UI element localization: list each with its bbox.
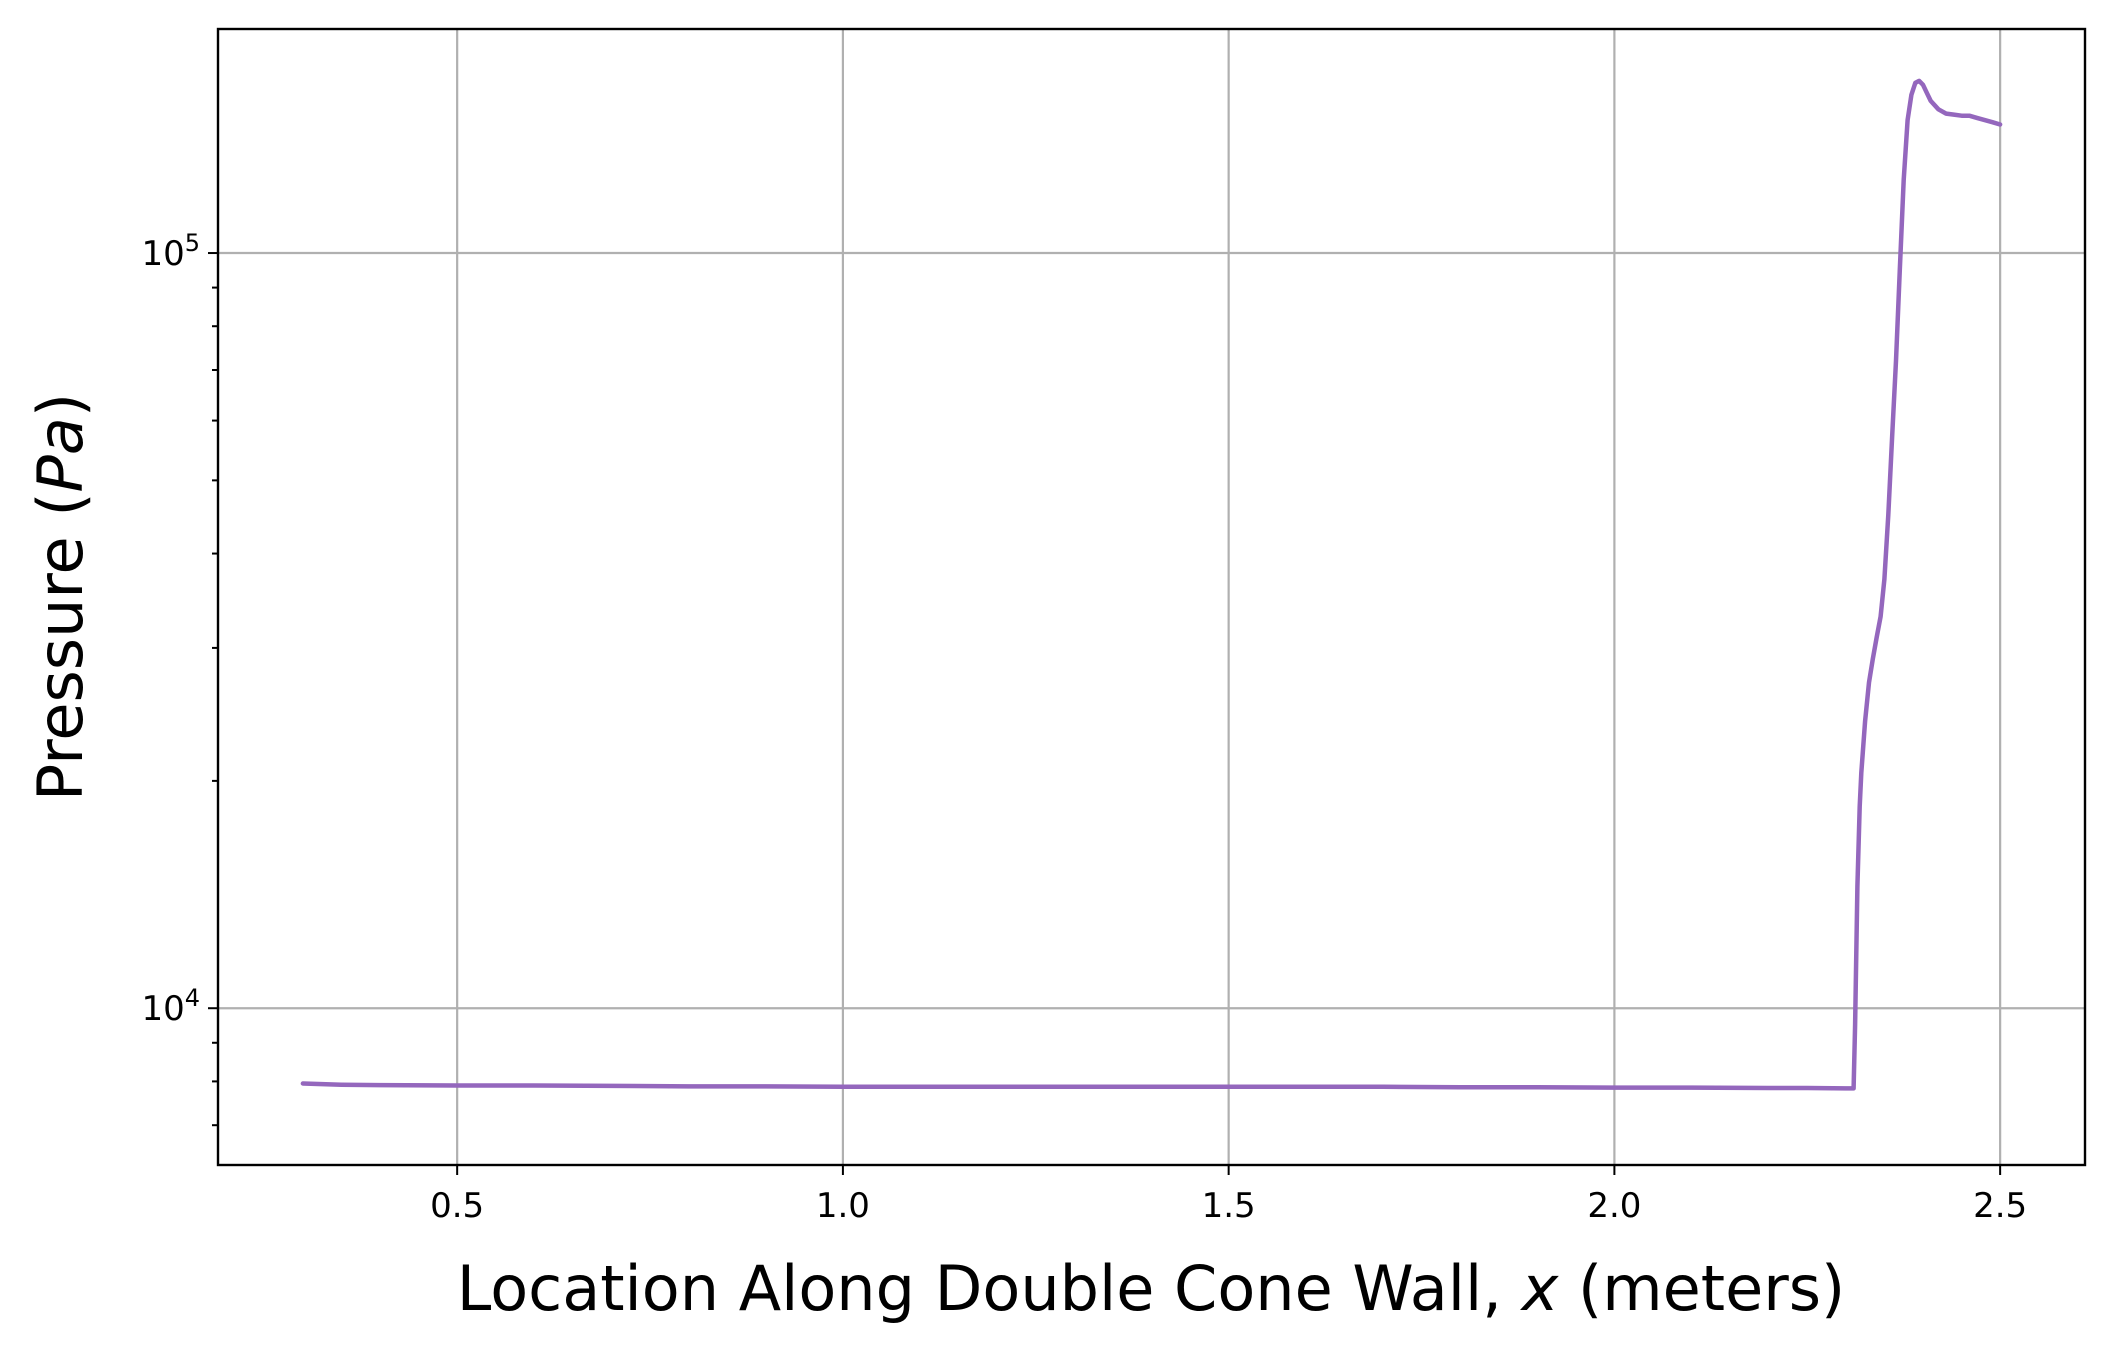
x-axis-ticks: 0.5 1.0 1.5 2.0 2.5 <box>430 1165 2027 1226</box>
pressure-series-line <box>300 78 2003 1091</box>
y-tick-label: 104 <box>141 984 200 1029</box>
data-series <box>300 78 2003 1091</box>
y-tick-label: 105 <box>141 229 200 274</box>
x-axis-label-prefix: Location Along Double Cone Wall, <box>457 1252 1522 1325</box>
y-axis-label: Pressure (Pa) <box>24 393 97 801</box>
x-tick-label: 0.5 <box>430 1186 484 1226</box>
x-axis-label: Location Along Double Cone Wall, x (mete… <box>457 1252 1845 1325</box>
x-tick-label: 2.5 <box>1973 1186 2027 1226</box>
x-axis-label-suffix: (meters) <box>1558 1252 1845 1325</box>
x-tick-label: 1.5 <box>1202 1186 1256 1226</box>
x-tick-label: 1.0 <box>816 1186 870 1226</box>
y-axis-label-variable: Pa <box>24 417 97 492</box>
y-axis-ticks: 104 105 <box>141 229 218 1127</box>
plot-frame <box>216 27 2087 1167</box>
grid-lines <box>218 29 2085 1165</box>
y-axis-label-suffix: ) <box>24 393 97 417</box>
y-axis-label-prefix: Pressure ( <box>24 492 97 801</box>
x-tick-label: 2.0 <box>1587 1186 1641 1226</box>
x-axis-label-variable: x <box>1520 1252 1560 1325</box>
